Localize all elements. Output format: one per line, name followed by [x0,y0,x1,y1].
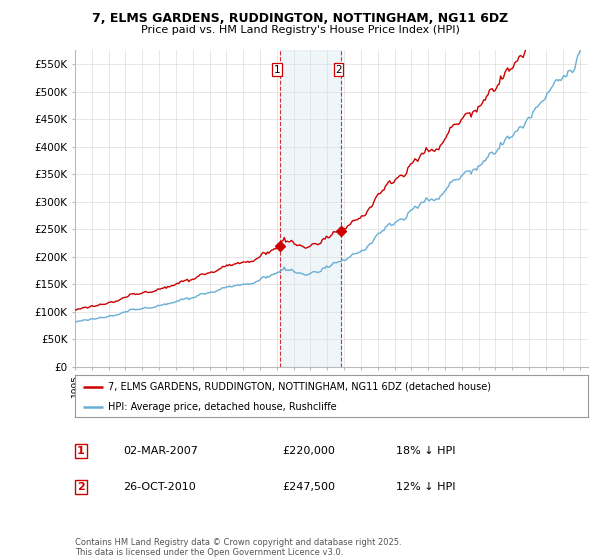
Text: 1: 1 [274,64,280,74]
Text: 7, ELMS GARDENS, RUDDINGTON, NOTTINGHAM, NG11 6DZ (detached house): 7, ELMS GARDENS, RUDDINGTON, NOTTINGHAM,… [109,382,491,392]
Text: 12% ↓ HPI: 12% ↓ HPI [396,482,455,492]
Text: £247,500: £247,500 [282,482,335,492]
Text: Contains HM Land Registry data © Crown copyright and database right 2025.
This d: Contains HM Land Registry data © Crown c… [75,538,401,557]
Text: 18% ↓ HPI: 18% ↓ HPI [396,446,455,456]
Text: HPI: Average price, detached house, Rushcliffe: HPI: Average price, detached house, Rush… [109,402,337,412]
Text: Price paid vs. HM Land Registry's House Price Index (HPI): Price paid vs. HM Land Registry's House … [140,25,460,35]
Text: 7, ELMS GARDENS, RUDDINGTON, NOTTINGHAM, NG11 6DZ: 7, ELMS GARDENS, RUDDINGTON, NOTTINGHAM,… [92,12,508,25]
Text: 2: 2 [335,64,342,74]
Text: 2: 2 [77,482,85,492]
Bar [280,50,341,367]
Text: 26-OCT-2010: 26-OCT-2010 [123,482,196,492]
Text: 1: 1 [77,446,85,456]
Text: 02-MAR-2007: 02-MAR-2007 [123,446,198,456]
Text: £220,000: £220,000 [282,446,335,456]
